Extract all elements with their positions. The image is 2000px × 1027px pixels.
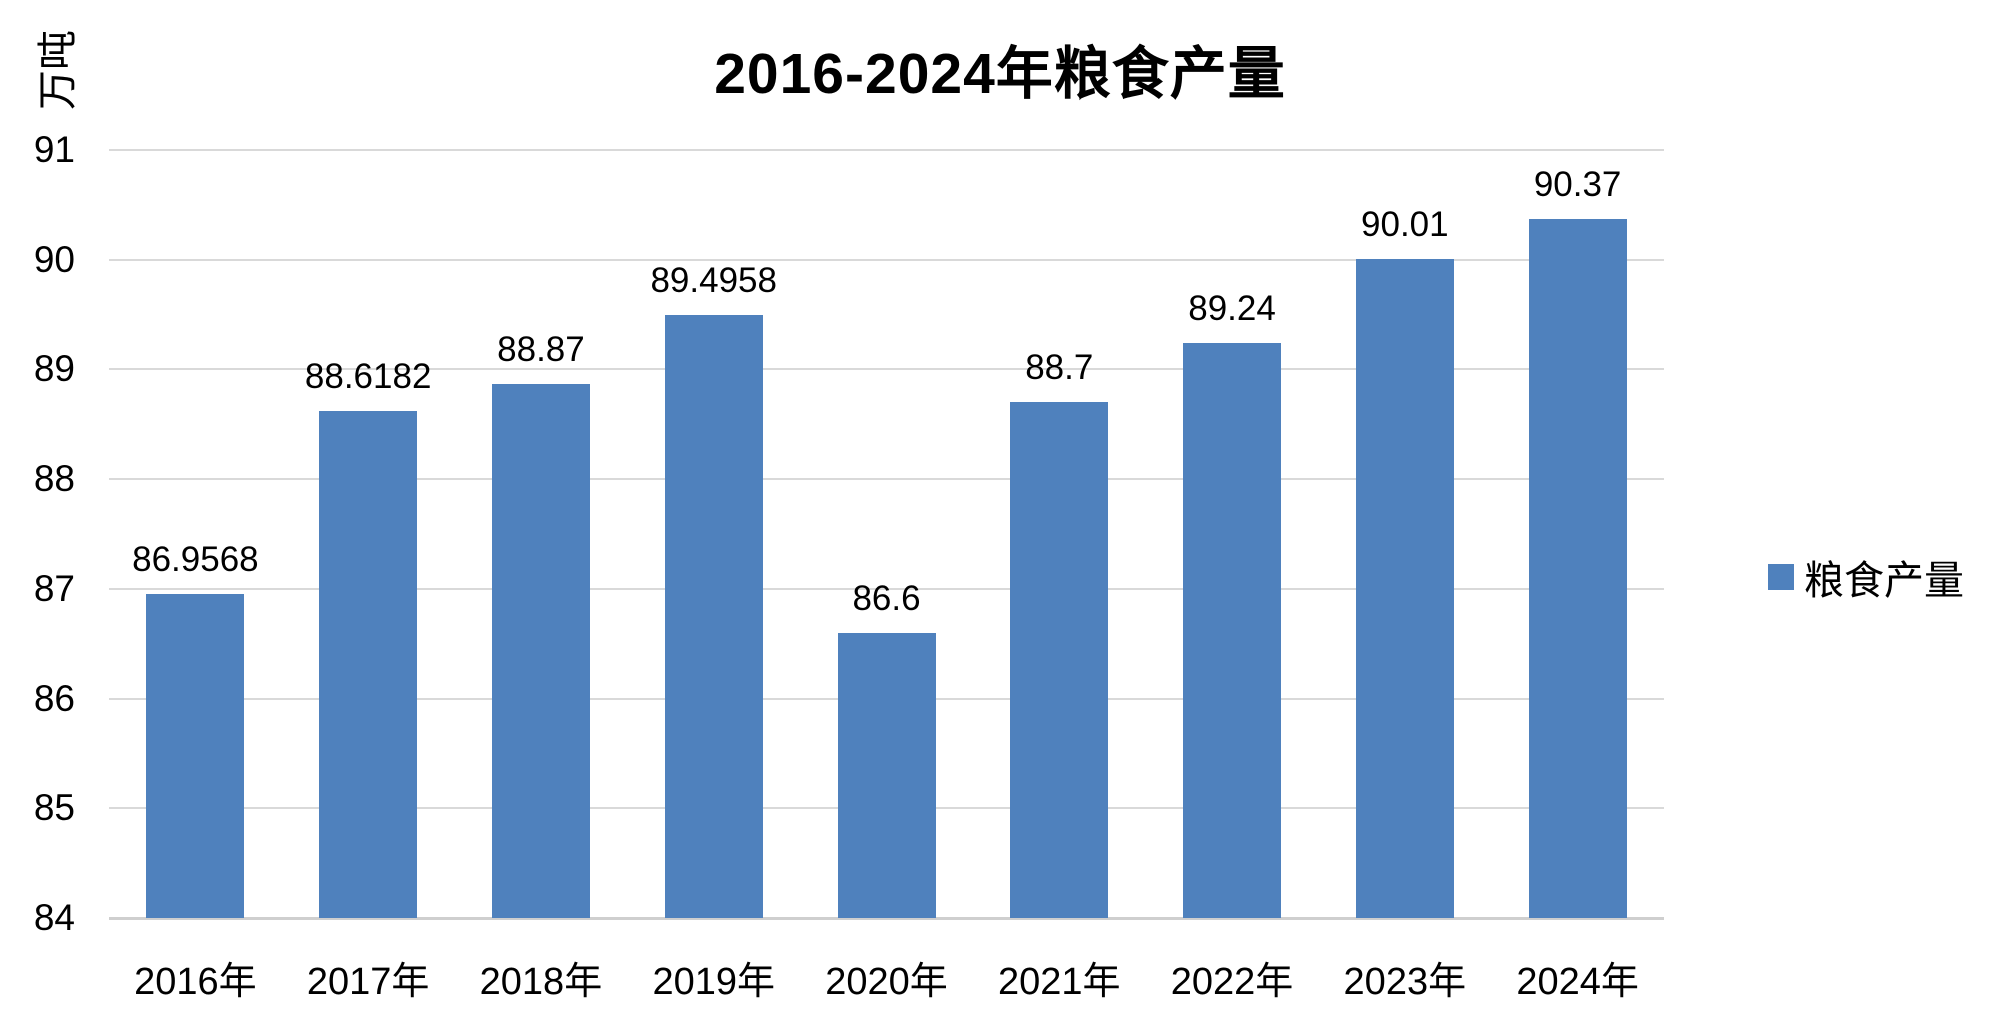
y-tick-label: 84 [33, 897, 75, 938]
x-tick-label: 2020年 [825, 961, 948, 1003]
x-tick-label: 2019年 [652, 961, 775, 1003]
bar [319, 411, 418, 918]
chart-title: 2016-2024年粮食产量 [714, 42, 1286, 106]
gridline [109, 478, 1664, 481]
legend-marker-icon [1768, 564, 1794, 590]
x-tick-label: 2023年 [1343, 961, 1467, 1003]
bar-value-label: 89.4958 [650, 261, 777, 301]
bar [1010, 402, 1109, 918]
x-tick-label: 2017年 [306, 961, 430, 1003]
y-tick-label: 91 [33, 129, 75, 170]
bar-value-label: 90.37 [1533, 165, 1622, 205]
y-tick-label: 89 [33, 348, 75, 390]
bar-value-label: 88.87 [497, 329, 585, 369]
x-tick-label: 2021年 [997, 961, 1121, 1003]
bar [146, 593, 245, 918]
bar [664, 315, 763, 918]
bar [1355, 258, 1454, 918]
y-tick-label: 88 [33, 458, 75, 500]
x-tick-label: 2016年 [134, 961, 257, 1003]
y-tick-label: 90 [33, 238, 75, 280]
bar [491, 383, 590, 918]
x-tick-label: 2018年 [479, 961, 603, 1003]
y-tick-label: 87 [33, 567, 75, 609]
legend: 粮食产量 [1768, 548, 1964, 606]
legend-label: 粮食产量 [1804, 559, 1964, 603]
y-tick-label: 86 [33, 677, 75, 719]
bar-value-label: 88.7 [1025, 348, 1094, 388]
x-axis-line [109, 917, 1664, 920]
bar-value-label: 86.9568 [132, 539, 259, 579]
x-tick-label: 2022年 [1170, 961, 1294, 1003]
bar-value-label: 90.01 [1361, 204, 1449, 244]
gridline [109, 149, 1664, 151]
bar [1528, 219, 1627, 918]
bar [1183, 343, 1282, 918]
bar-value-label: 88.6182 [304, 357, 432, 397]
gridline [109, 258, 1664, 261]
bar-value-label: 89.24 [1188, 289, 1276, 329]
bar [837, 632, 936, 918]
x-tick-label: 2024年 [1516, 961, 1639, 1003]
y-tick-label: 85 [33, 787, 75, 829]
gridline [109, 368, 1664, 371]
gridline [109, 587, 1664, 590]
bar-value-label: 86.6 [852, 578, 921, 618]
